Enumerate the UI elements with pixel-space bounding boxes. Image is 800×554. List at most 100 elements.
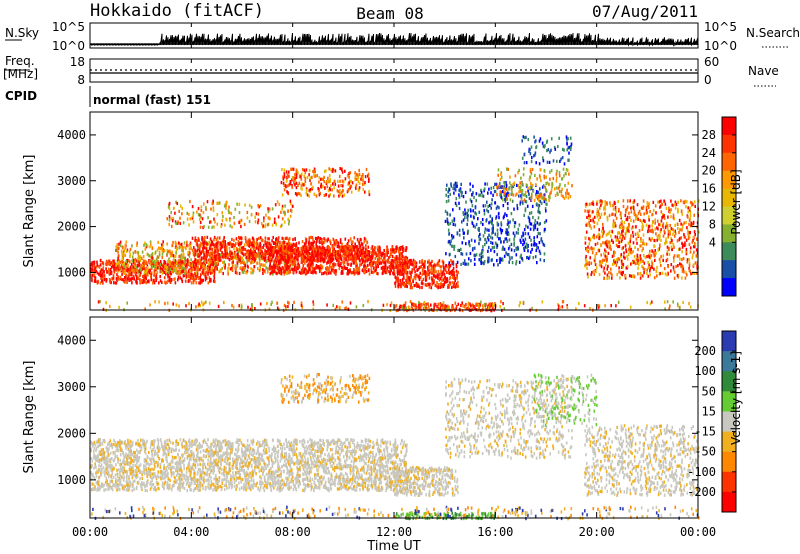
heatmap-cell — [487, 204, 489, 208]
heatmap-cell — [469, 251, 472, 256]
heatmap-cell — [339, 193, 342, 197]
heatmap-cell — [248, 203, 251, 207]
heatmap-cell — [495, 183, 498, 187]
heatmap-cell — [163, 276, 166, 280]
heatmap-cell — [117, 277, 120, 281]
heatmap-cell — [563, 196, 566, 200]
heatmap-cell — [282, 177, 285, 181]
heatmap-cell — [386, 253, 388, 257]
heatmap-cell — [411, 286, 413, 290]
heatmap-cell — [513, 241, 515, 245]
heatmap-cell — [331, 265, 334, 269]
heatmap-cell — [223, 264, 225, 268]
heatmap-cell — [231, 244, 234, 249]
heatmap-cell — [184, 267, 186, 271]
heatmap-cell — [298, 270, 301, 274]
heatmap-cell — [203, 246, 206, 250]
heatmap-cell — [161, 252, 164, 256]
heatmap-cell — [398, 271, 400, 275]
heatmap-cell — [173, 268, 176, 272]
heatmap-cell — [282, 237, 285, 241]
heatmap-cell — [126, 263, 129, 267]
heatmap-cell — [180, 270, 183, 274]
heatmap-cell — [212, 243, 215, 247]
heatmap-cell — [285, 271, 288, 275]
heatmap-cell — [341, 271, 344, 275]
heatmap-cell — [326, 179, 329, 183]
heatmap-cell — [167, 260, 170, 264]
heatmap-cell — [252, 244, 255, 248]
heatmap-cell — [363, 240, 366, 244]
heatmap-cell — [292, 237, 294, 242]
heatmap-cell — [232, 264, 234, 268]
heatmap-cell — [216, 257, 219, 261]
heatmap-cell — [117, 246, 119, 250]
heatmap-cell — [270, 265, 273, 269]
heatmap-cell — [188, 247, 191, 251]
heatmap-cell — [142, 255, 145, 259]
heatmap-cell — [327, 189, 330, 193]
heatmap-cell — [279, 257, 282, 262]
heatmap-cell — [312, 169, 314, 174]
heatmap-cell — [144, 280, 146, 284]
heatmap-cell — [211, 255, 214, 259]
heatmap-cell — [525, 200, 528, 204]
heatmap-cell — [378, 245, 381, 249]
heatmap-cell — [184, 260, 186, 265]
heatmap-cell — [329, 239, 331, 243]
heatmap-cell — [524, 245, 527, 249]
heatmap-cell — [537, 203, 539, 207]
heatmap-cell — [425, 302, 428, 306]
heatmap-cell — [428, 264, 430, 268]
heatmap-cell — [539, 251, 542, 256]
heatmap-cell — [427, 265, 429, 270]
heatmap-cell — [148, 269, 150, 273]
heatmap-cell — [368, 178, 370, 182]
heatmap-cell — [257, 267, 259, 271]
heatmap-cell — [251, 254, 254, 258]
heatmap-cell — [567, 181, 570, 185]
heatmap-cell — [304, 267, 306, 271]
heatmap-cell — [310, 235, 312, 240]
heatmap-cell — [472, 303, 474, 308]
heatmap-cell — [223, 204, 226, 208]
heatmap-cell — [450, 272, 453, 276]
heatmap-cell — [175, 242, 178, 246]
heatmap-cell — [293, 260, 295, 264]
heatmap-cell — [188, 212, 190, 216]
heatmap-cell — [347, 272, 349, 276]
heatmap-cell — [333, 251, 336, 255]
heatmap-cell — [509, 181, 511, 185]
heatmap-cell — [132, 268, 134, 272]
heatmap-cell — [225, 206, 227, 210]
heatmap-cell — [153, 281, 156, 285]
heatmap-cell — [239, 236, 241, 240]
heatmap-cell — [478, 238, 481, 242]
heatmap-cell — [353, 254, 355, 258]
heatmap-cell — [538, 174, 541, 178]
heatmap-cell — [254, 220, 257, 224]
heatmap-cell — [463, 236, 465, 240]
heatmap-cell — [355, 177, 358, 182]
heatmap-cell — [271, 207, 274, 211]
heatmap-cell — [455, 197, 458, 201]
heatmap-cell — [326, 261, 328, 265]
heatmap-cell — [280, 272, 283, 276]
heatmap-cell — [286, 254, 289, 258]
heatmap-cell — [362, 246, 364, 250]
heatmap-cell — [529, 186, 531, 190]
heatmap-cell — [482, 245, 484, 249]
heatmap-cell — [507, 192, 510, 196]
heatmap-cell — [325, 256, 327, 260]
heatmap-cell — [171, 264, 173, 269]
heatmap-cell — [304, 244, 306, 248]
heatmap-cell — [227, 208, 230, 213]
heatmap-cell — [286, 236, 288, 240]
heatmap-cell — [297, 258, 299, 262]
heatmap-cell — [463, 259, 466, 263]
heatmap-cell — [240, 241, 243, 245]
heatmap-cell — [379, 249, 381, 254]
heatmap-cell — [279, 271, 281, 275]
heatmap-cell — [163, 270, 166, 274]
heatmap-cell — [186, 258, 189, 262]
